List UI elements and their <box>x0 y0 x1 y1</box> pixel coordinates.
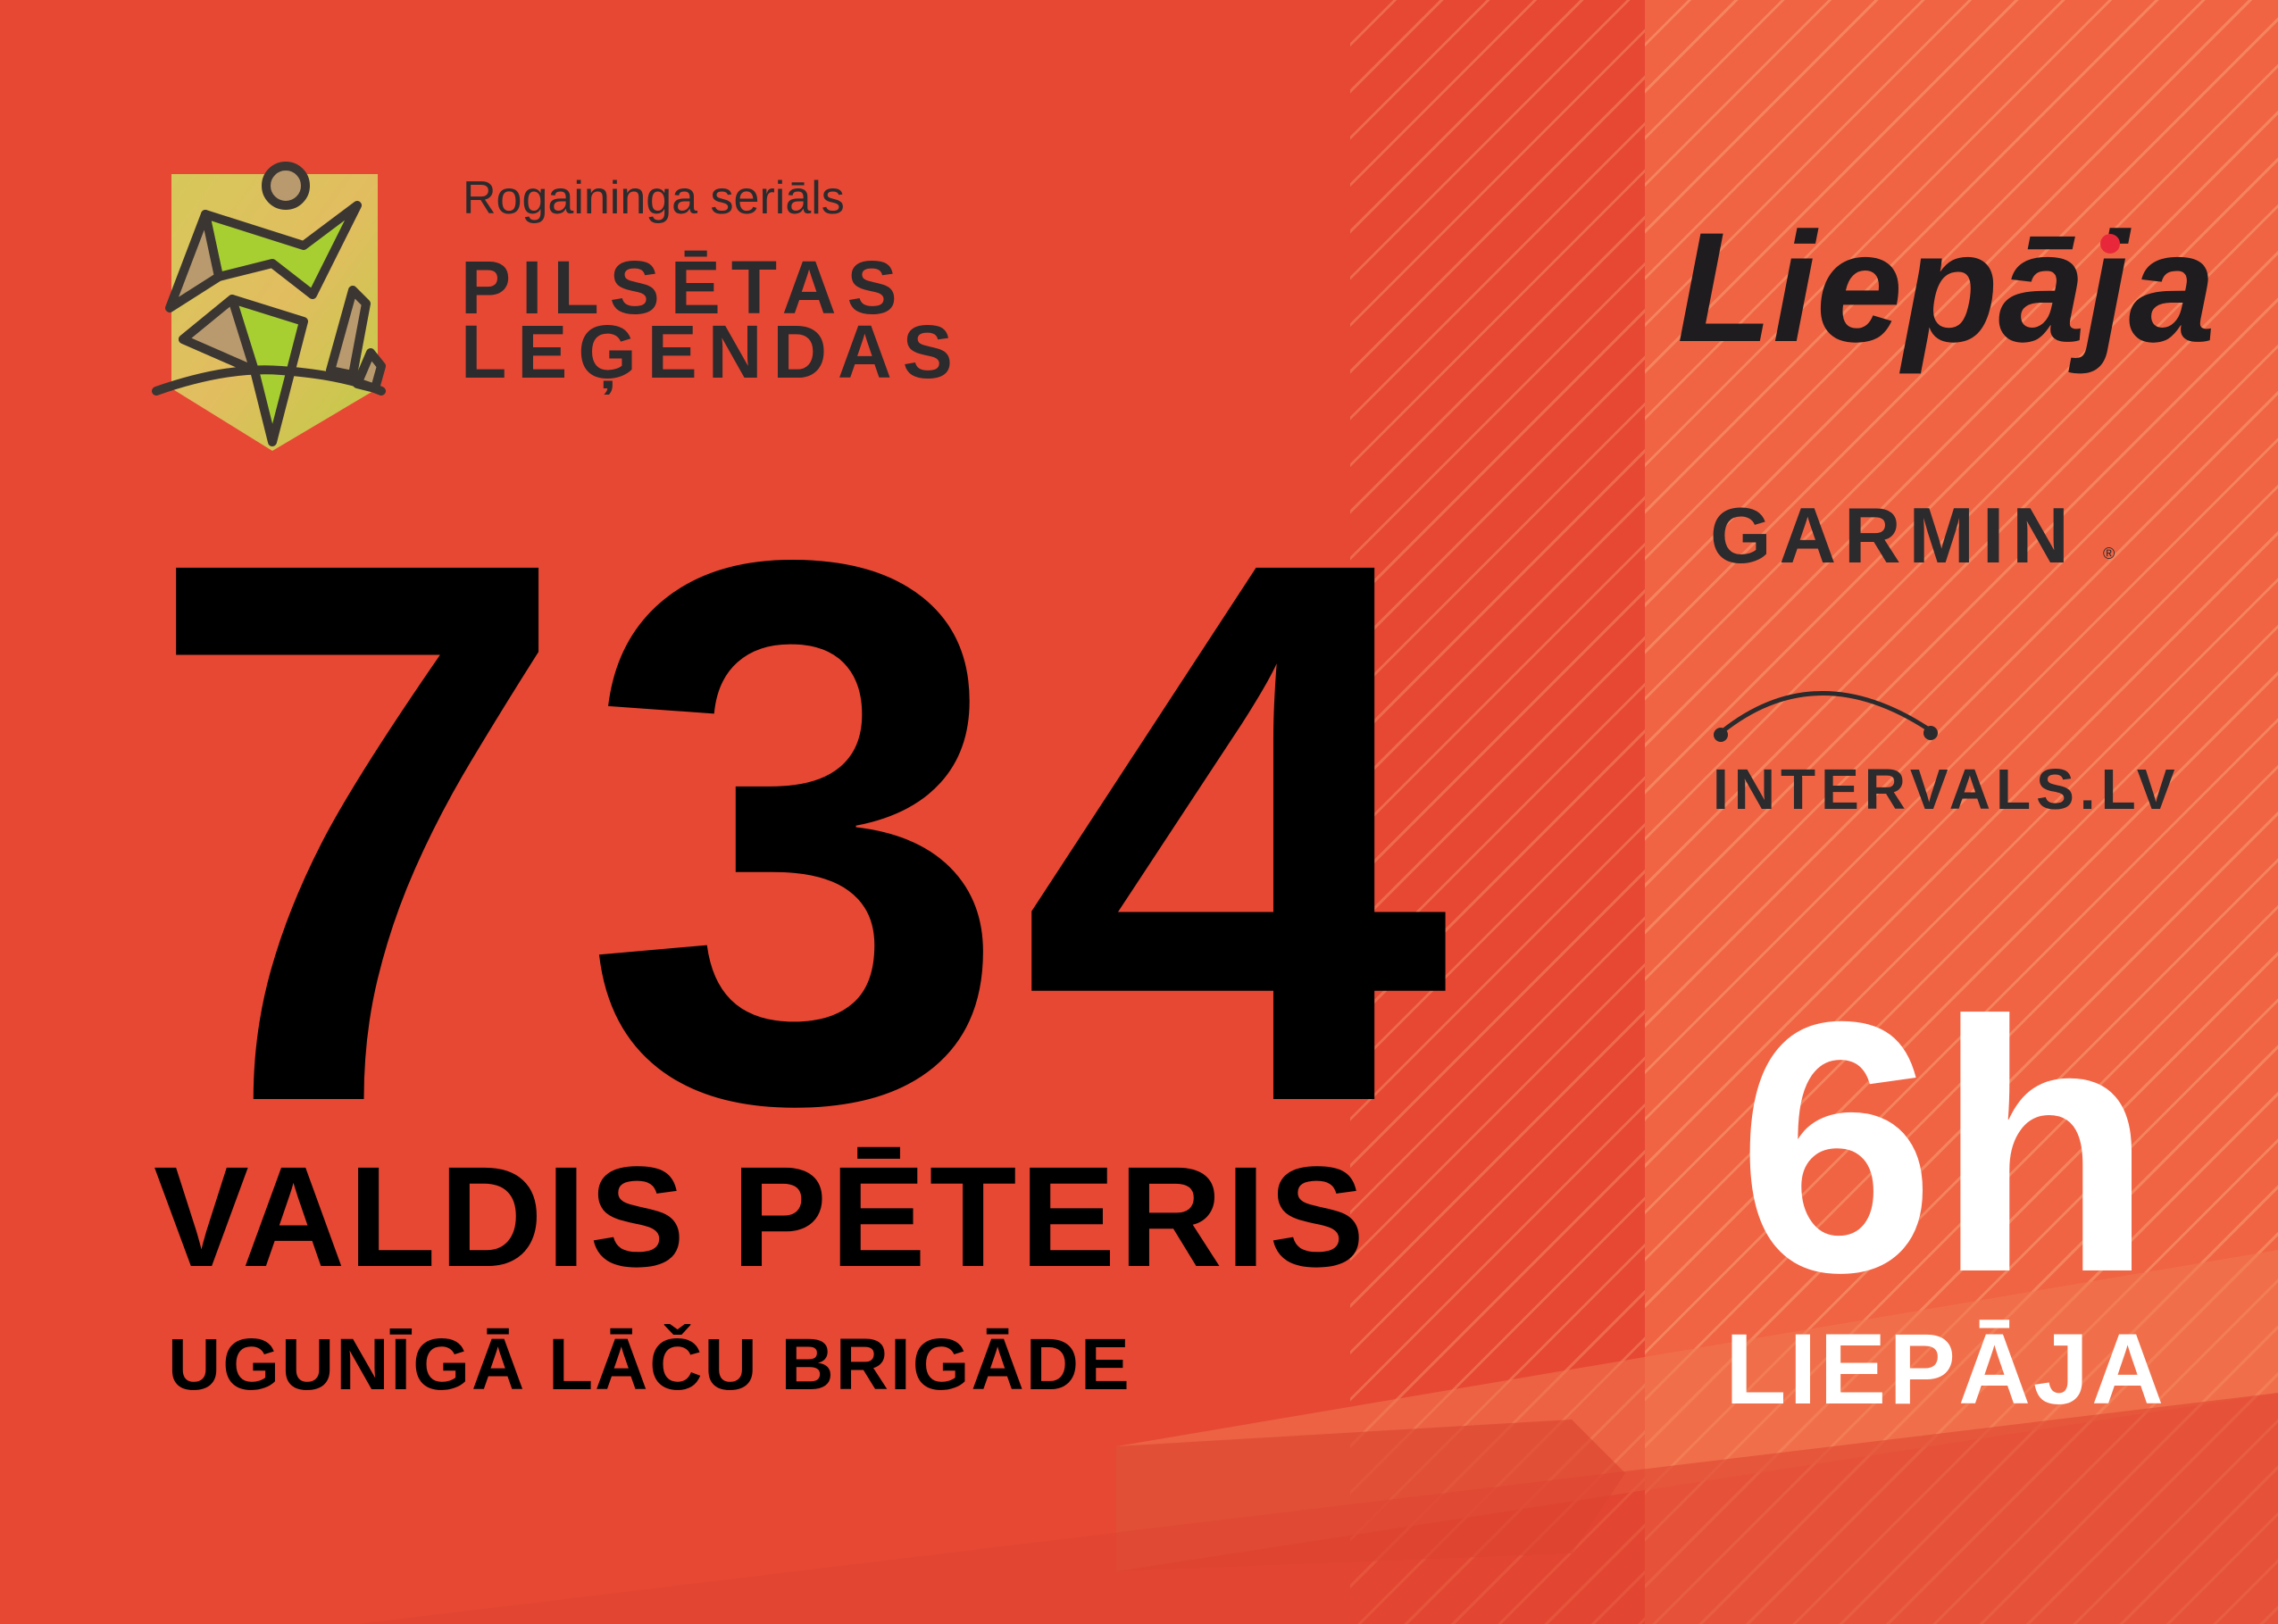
event-subtitle: Rogaininga seriāls <box>463 172 845 224</box>
sponsor-liepaja-logo: Liepāja <box>1677 201 2216 375</box>
race-location: LIEPĀJA <box>1725 1313 2166 1425</box>
event-logo-emblem <box>152 162 386 451</box>
sponsor-garmin-logo: GARMIN <box>1710 491 2077 579</box>
intervals-arc-icon <box>1714 691 1938 742</box>
event-title-line2: LEĢENDAS <box>461 310 964 394</box>
event-title-line1: PILSĒTAS <box>461 246 908 329</box>
registered-mark: ® <box>2103 545 2115 562</box>
sponsor-intervals-logo: INTERVALS.LV <box>1713 757 2181 821</box>
team-name: UGUNĪGĀ LĀČU BRIGĀDE <box>168 1324 1131 1405</box>
participant-name: VALDIS PĒTERIS <box>154 1137 1368 1296</box>
bib-number: 734 <box>143 401 1459 1263</box>
liepaja-red-dot-icon <box>2100 234 2120 254</box>
race-duration: 6h <box>1737 947 2154 1346</box>
